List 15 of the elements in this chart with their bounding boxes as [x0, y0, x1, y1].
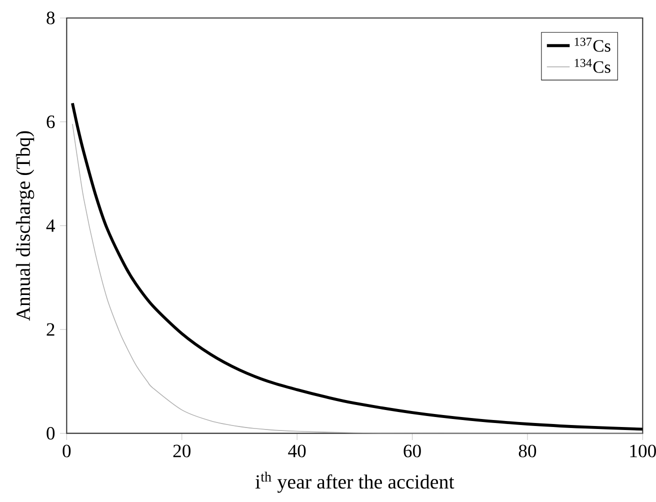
y-tick-label: 6: [46, 116, 55, 128]
y-tick-label: 8: [46, 12, 55, 24]
y-tick-label: 2: [46, 323, 54, 336]
x-axis-title: i$^{th}$ year after the accident: [255, 472, 454, 493]
x-tick-label: 100: [630, 444, 656, 458]
x-tick-label: 0: [62, 444, 71, 458]
y-tick-label: 4: [46, 220, 56, 232]
x-tick-label: 20: [173, 444, 190, 458]
legend-label: $^{134}$Cs: [574, 58, 610, 73]
y-axis-title: Annual discharge (Tbq): [16, 131, 34, 321]
x-tick-label: 60: [404, 444, 421, 458]
x-tick-label: 80: [518, 444, 536, 458]
legend-label: $^{137}$Cs: [574, 38, 610, 52]
y-tick-label: 0: [46, 427, 55, 440]
x-tick-label: 40: [288, 444, 306, 458]
